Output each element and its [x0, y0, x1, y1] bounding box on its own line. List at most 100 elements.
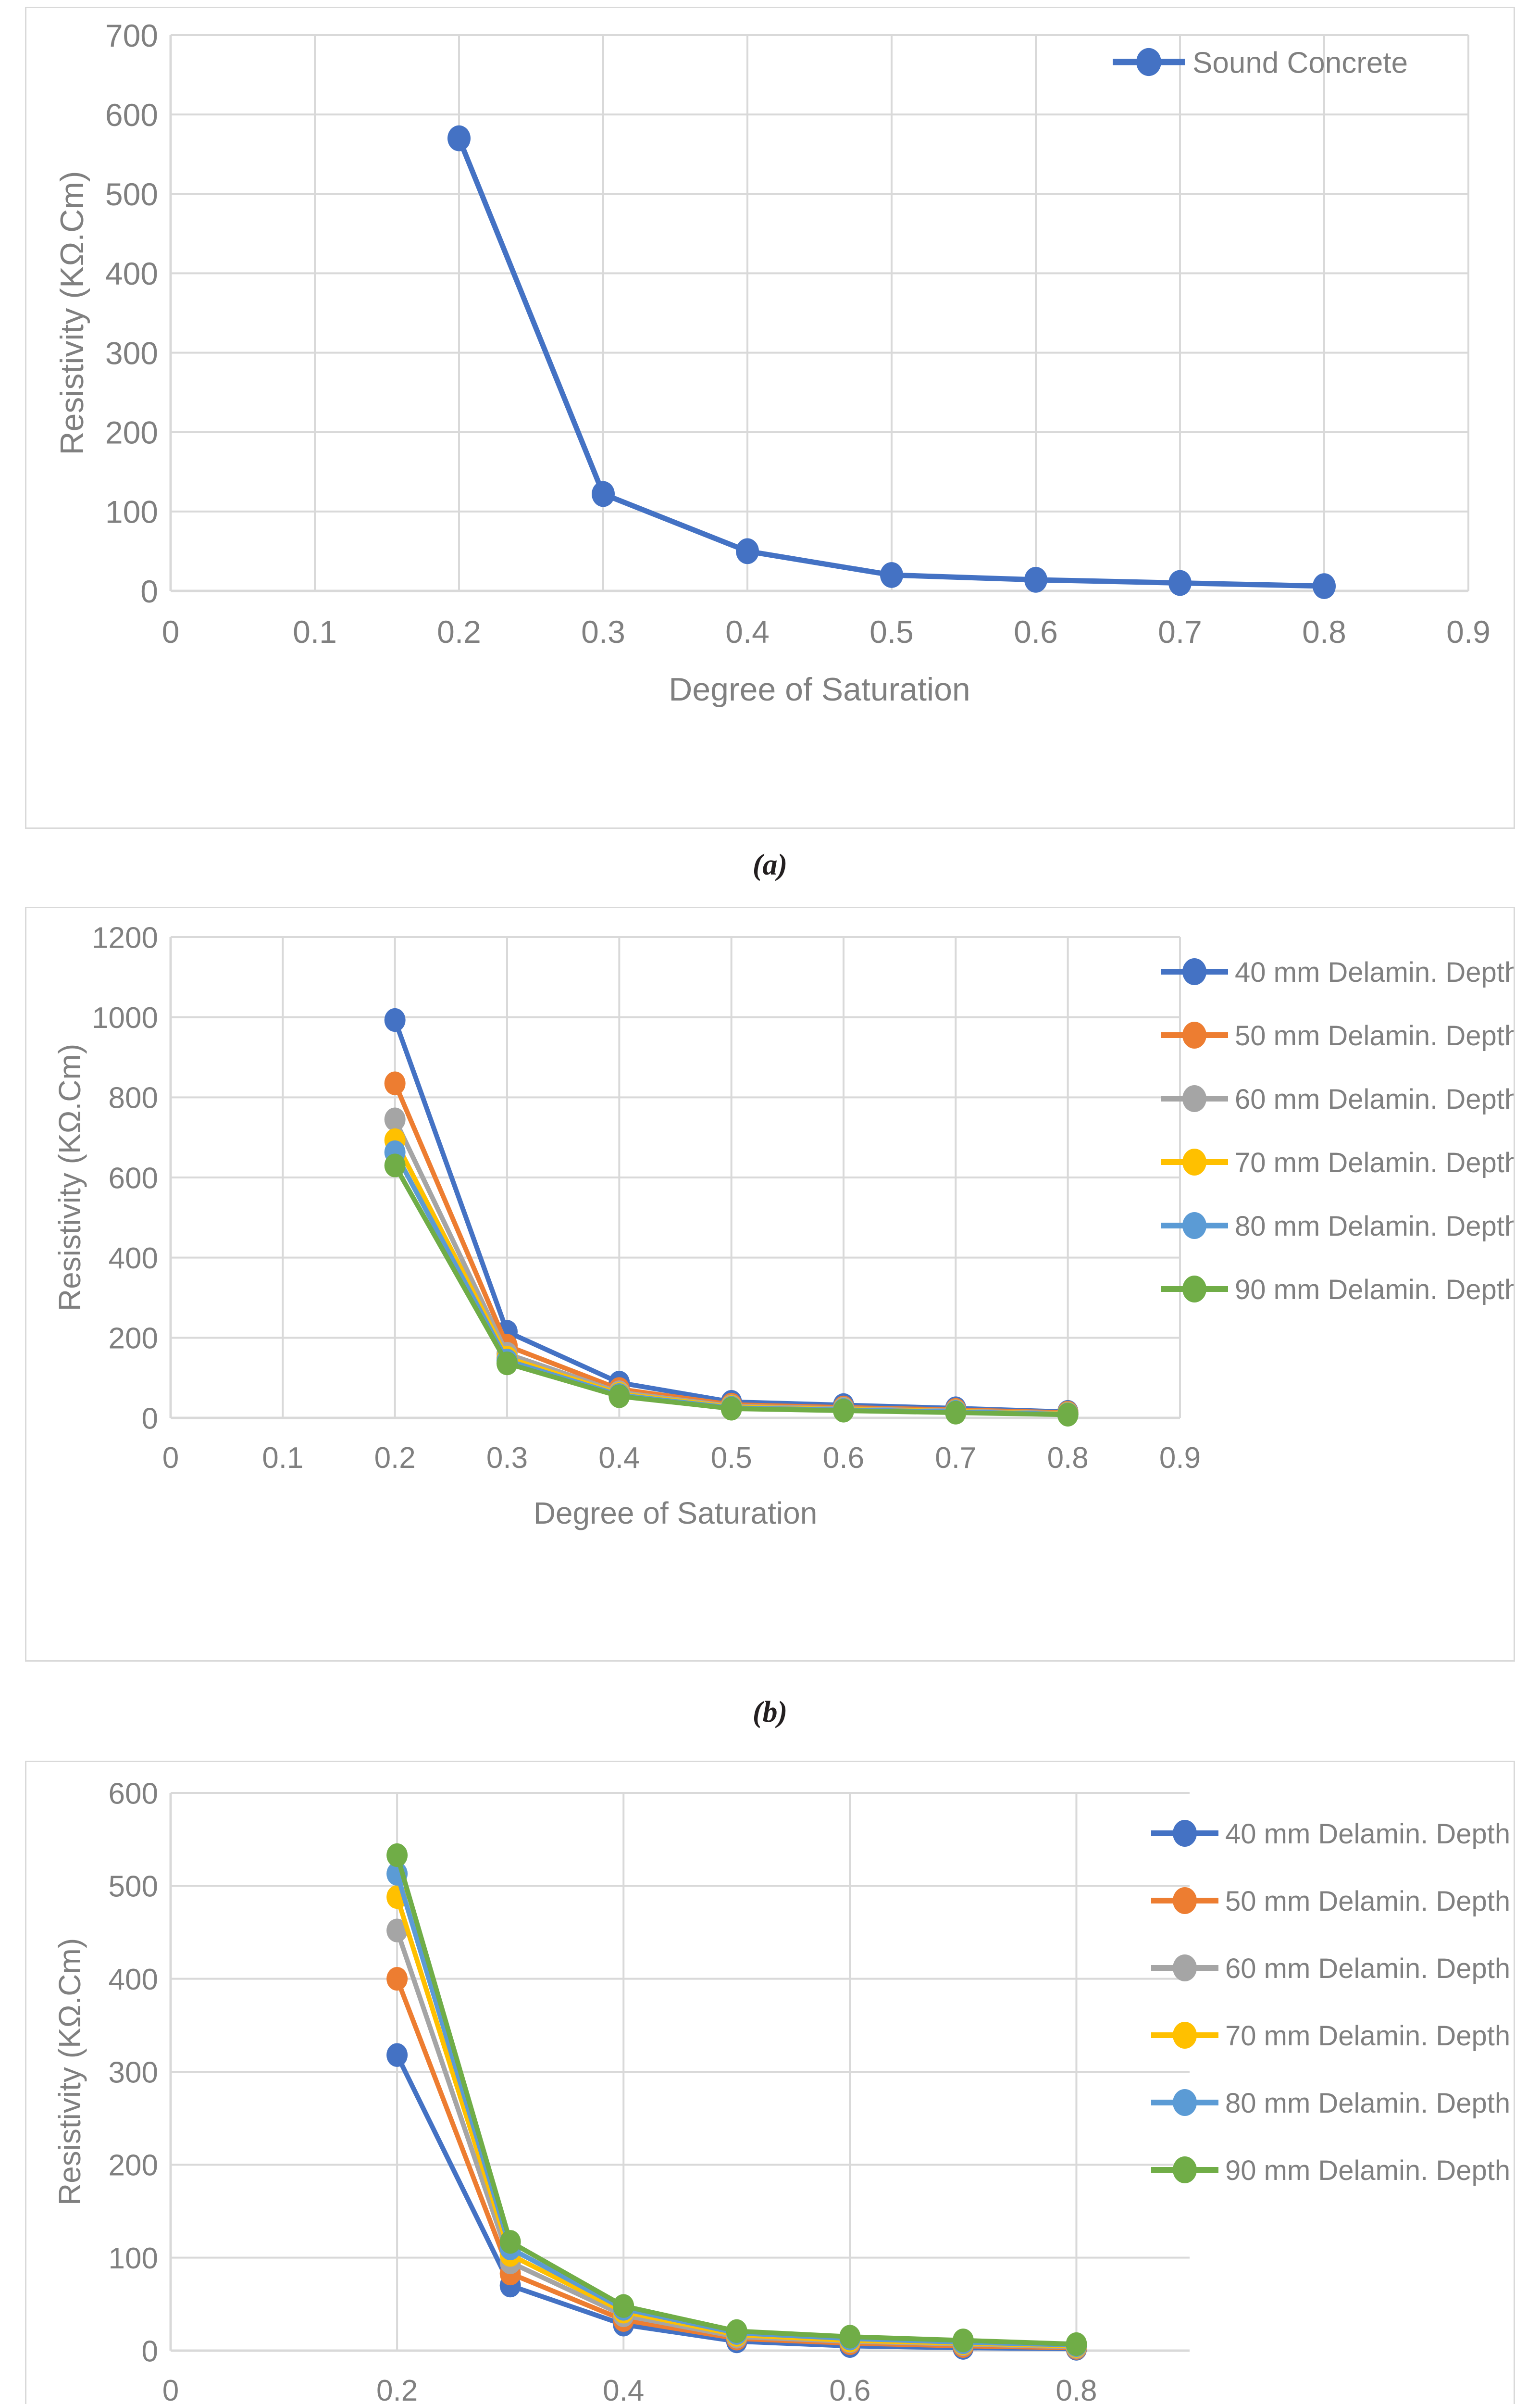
y-tick-label: 200	[105, 414, 158, 450]
legend-item[interactable]: 70 mm Delamin. Depth	[1161, 1147, 1514, 1178]
data-point-marker[interactable]	[497, 1352, 518, 1376]
data-point-marker[interactable]	[384, 1107, 406, 1131]
legend-item[interactable]: 60 mm Delamin. Depth	[1161, 1084, 1514, 1115]
x-tick-label: 0.6	[829, 2374, 870, 2404]
gridlines	[169, 34, 1469, 592]
legend-label: 80 mm Delamin. Depth	[1225, 2088, 1510, 2119]
gridlines	[169, 936, 1181, 1419]
y-tick-label: 1200	[92, 921, 158, 954]
y-axis-title: Resistivity (KΩ.Cm)	[52, 1938, 87, 2205]
legend-marker	[1173, 1954, 1197, 1981]
x-tick-label: 0.3	[486, 1441, 528, 1475]
series-6[interactable]	[384, 1153, 1079, 1427]
x-tick-label: 0	[162, 2374, 179, 2404]
series-group	[447, 125, 1336, 599]
data-point-marker[interactable]	[1024, 567, 1047, 593]
legend-label: 80 mm Delamin. Depth	[1235, 1211, 1514, 1242]
y-tick-label: 600	[105, 97, 158, 133]
legend-item[interactable]: 40 mm Delamin. Depth	[1161, 957, 1514, 988]
legend-label: 40 mm Delamin. Depth	[1235, 957, 1514, 988]
x-axis-title: Degree of Saturation	[669, 671, 970, 708]
series-1[interactable]	[447, 125, 1336, 599]
data-point-marker[interactable]	[386, 1843, 408, 1867]
series-line	[395, 1853, 1079, 2347]
legend-label: 70 mm Delamin. Depth	[1225, 2020, 1510, 2052]
data-point-marker[interactable]	[1168, 570, 1192, 596]
legend-item[interactable]: 40 mm Delamin. Depth	[1151, 1818, 1510, 1850]
x-tick-label: 0.7	[935, 1441, 976, 1475]
x-tick-label: 0.2	[437, 614, 481, 650]
x-tick-label: 0.5	[869, 614, 914, 650]
legend-item[interactable]: 50 mm Delamin. Depth	[1161, 1020, 1514, 1052]
y-tick-label: 0	[142, 1402, 158, 1435]
data-point-marker[interactable]	[720, 1397, 742, 1421]
y-axis-ticks: 0 100 200 300 400 500 600 700	[105, 18, 158, 609]
data-point-marker[interactable]	[447, 125, 471, 151]
legend-marker	[1173, 2156, 1197, 2183]
series-3[interactable]	[386, 1918, 1087, 2359]
x-tick-label: 0.3	[581, 614, 625, 650]
data-point-marker[interactable]	[1057, 1402, 1079, 1427]
data-point-marker[interactable]	[613, 2294, 634, 2318]
legend-label: 60 mm Delamin. Depth	[1225, 1953, 1510, 1984]
legend-label: 50 mm Delamin. Depth	[1235, 1020, 1514, 1052]
series-line	[395, 1976, 1079, 2351]
data-point-marker[interactable]	[1066, 2332, 1087, 2356]
legend-label: 70 mm Delamin. Depth	[1235, 1147, 1514, 1178]
data-point-marker[interactable]	[386, 1967, 408, 1991]
legend-item[interactable]: 80 mm Delamin. Depth	[1151, 2088, 1510, 2119]
legend: 40 mm Delamin. Depth 50 mm Delamin. Depth…	[1151, 1818, 1510, 2186]
chart-a-canvas[interactable]: 0 100 200 300 400 500 600 700 0 0.1 0.2 0.3 0.4 0.5 0.…	[26, 8, 1514, 827]
x-tick-label: 0.8	[1056, 2374, 1097, 2404]
data-point-marker[interactable]	[833, 1399, 854, 1423]
figure-page: 0 100 200 300 400 500 600 700 0 0.1 0.2 0.3 0.4 0.5 0.…	[0, 7, 1540, 2404]
y-tick-label: 400	[105, 256, 158, 291]
figure-a-block: 0 100 200 300 400 500 600 700 0 0.1 0.2 0.3 0.4 0.5 0.…	[0, 7, 1540, 907]
data-point-marker[interactable]	[839, 2325, 861, 2349]
legend-item[interactable]: 90 mm Delamin. Depth	[1151, 2155, 1510, 2186]
legend-item[interactable]: Sound Concrete	[1113, 46, 1408, 79]
data-point-marker[interactable]	[1313, 573, 1336, 599]
data-point-marker[interactable]	[384, 1153, 406, 1177]
data-point-marker[interactable]	[726, 2319, 747, 2343]
data-point-marker[interactable]	[386, 2043, 408, 2067]
y-tick-label: 200	[109, 2149, 158, 2182]
data-point-marker[interactable]	[609, 1384, 630, 1408]
data-point-marker[interactable]	[384, 1071, 406, 1095]
legend-item[interactable]: 50 mm Delamin. Depth	[1151, 1886, 1510, 1917]
data-point-marker[interactable]	[736, 538, 759, 564]
y-tick-label: 800	[109, 1082, 158, 1115]
data-point-marker[interactable]	[384, 1008, 406, 1032]
x-tick-label: 0.4	[598, 1441, 640, 1475]
x-tick-label: 0	[162, 1441, 179, 1475]
y-tick-label: 0	[142, 2335, 158, 2368]
x-tick-label: 0.1	[293, 614, 337, 650]
x-axis-ticks: 0 0.2 0.4 0.6 0.8	[162, 2374, 1097, 2404]
series-4[interactable]	[386, 1885, 1087, 2358]
figure-caption-a: (a)	[752, 849, 788, 881]
data-point-marker[interactable]	[945, 1401, 967, 1425]
data-point-marker[interactable]	[952, 2329, 974, 2353]
data-point-marker[interactable]	[592, 481, 615, 507]
legend-item[interactable]: 90 mm Delamin. Depth	[1161, 1274, 1514, 1305]
figure-b-block: 0 200 400 600 800 1000 1200 0 0.1 0.2 0.3 0.4 0.5 0.6…	[0, 907, 1540, 1761]
legend-item[interactable]: 70 mm Delamin. Depth	[1151, 2020, 1510, 2052]
series-6[interactable]	[386, 1843, 1087, 2356]
data-point-marker[interactable]	[386, 1918, 408, 1942]
legend-item[interactable]: 60 mm Delamin. Depth	[1151, 1953, 1510, 1984]
x-tick-label: 0.2	[376, 2374, 418, 2404]
chart-b-canvas[interactable]: 0 200 400 600 800 1000 1200 0 0.1 0.2 0.3 0.4 0.5 0.6…	[26, 908, 1514, 1660]
y-axis-title: Resistivity (KΩ.Cm)	[54, 171, 90, 455]
y-tick-label: 500	[109, 1870, 158, 1903]
series-5[interactable]	[386, 1862, 1087, 2357]
series-2[interactable]	[386, 1967, 1087, 2360]
y-tick-label: 100	[105, 494, 158, 530]
data-point-marker[interactable]	[499, 2230, 521, 2254]
legend-item[interactable]: 80 mm Delamin. Depth	[1161, 1211, 1514, 1242]
legend-marker	[1182, 1085, 1206, 1112]
data-point-marker[interactable]	[880, 562, 903, 588]
y-tick-label: 400	[109, 1963, 158, 1996]
x-axis-title: Degree of Saturation	[534, 1496, 818, 1530]
